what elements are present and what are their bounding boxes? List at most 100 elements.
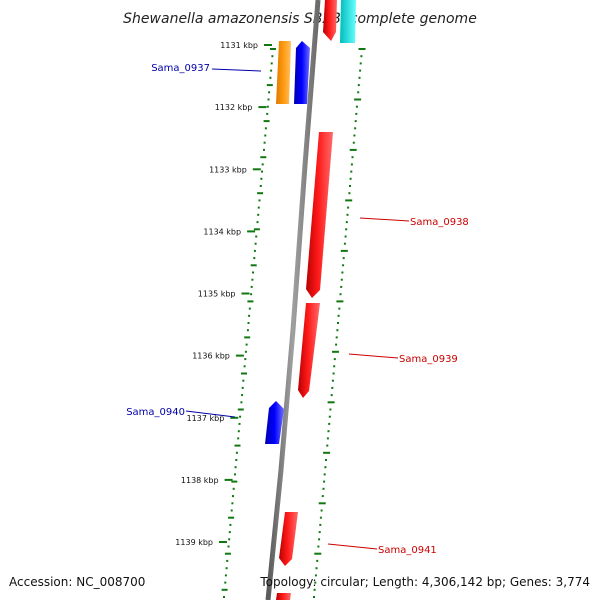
gc-dot xyxy=(355,105,358,108)
gc-dot xyxy=(339,293,342,296)
gc-dot xyxy=(253,228,260,231)
tick-mark xyxy=(235,354,244,357)
gc-dot xyxy=(239,415,242,418)
gc-dot xyxy=(266,105,269,108)
gene-label-sama-0939[interactable]: Sama_0939 xyxy=(399,354,458,365)
gc-dot xyxy=(250,264,257,267)
gc-dot xyxy=(225,567,228,570)
leader-sama-0941 xyxy=(327,543,378,550)
gc-dot xyxy=(244,350,247,353)
tick-mark xyxy=(264,44,272,46)
gc-dot xyxy=(350,170,353,173)
gc-dot xyxy=(348,192,351,195)
gc-dot xyxy=(345,228,348,231)
tick-label: 1136 kbp xyxy=(192,352,230,361)
gc-dot xyxy=(240,401,243,404)
gc-dot xyxy=(237,430,240,433)
cds-reverse-sama-0937 xyxy=(294,41,310,104)
gc-content-track-right xyxy=(313,48,366,598)
gc-dot xyxy=(247,322,250,324)
gc-dot xyxy=(323,480,326,483)
gene-label-sama-0940[interactable]: Sama_0940 xyxy=(126,407,185,418)
gc-dot xyxy=(345,199,353,202)
gc-dot xyxy=(315,567,318,570)
gc-dot xyxy=(332,372,335,375)
gc-dot xyxy=(329,408,332,411)
cds-forward-sama-0939 xyxy=(298,303,320,398)
cds-forward-bottom xyxy=(276,593,291,600)
gc-dot xyxy=(270,69,273,72)
gc-dot xyxy=(332,350,339,353)
leader-sama-0938 xyxy=(359,217,410,222)
gc-dot xyxy=(354,98,362,101)
gc-dot xyxy=(336,329,339,332)
tick-label: 1134 kbp xyxy=(203,227,241,236)
gc-dot xyxy=(263,141,266,144)
gc-dot xyxy=(232,495,234,498)
gc-dot xyxy=(237,408,244,411)
gc-dot xyxy=(231,480,238,483)
gc-dot xyxy=(254,242,257,245)
gc-dot xyxy=(349,177,352,180)
gc-dot xyxy=(345,221,348,224)
gc-dot xyxy=(340,285,343,288)
gc-dot xyxy=(337,322,339,324)
gc-dot xyxy=(223,596,225,598)
gc-dot xyxy=(318,502,326,505)
gc-dot xyxy=(270,48,276,50)
gc-dot xyxy=(331,386,334,389)
genome-backbone xyxy=(265,0,321,600)
tick-label: 1138 kbp xyxy=(181,476,219,485)
tick-mark xyxy=(241,292,250,295)
gc-dot xyxy=(314,552,322,555)
gc-dot xyxy=(354,120,357,123)
gc-dot xyxy=(357,84,360,87)
gene-label-sama-0941[interactable]: Sama_0941 xyxy=(378,545,437,556)
gc-dot xyxy=(350,163,353,166)
gene-label-sama-0937[interactable]: Sama_0937 xyxy=(151,63,210,74)
gc-dot xyxy=(248,307,251,310)
gc-dot xyxy=(320,509,323,512)
gc-dot xyxy=(313,588,316,591)
gc-dot xyxy=(341,271,344,274)
gc-dot xyxy=(248,314,251,317)
gc-dot xyxy=(229,523,232,526)
gc-dot xyxy=(253,249,256,252)
tick-mark xyxy=(247,230,256,233)
gc-dot xyxy=(352,141,355,144)
cds-forward-top xyxy=(323,0,337,41)
gc-dot xyxy=(224,552,231,555)
gc-dot xyxy=(347,206,350,209)
other-feature-orange xyxy=(276,41,291,104)
gc-dot xyxy=(319,523,322,526)
accession-text: Accession: NC_008700 xyxy=(9,575,145,589)
gc-dot xyxy=(336,300,344,303)
gc-dot xyxy=(257,213,260,216)
leader-sama-0940 xyxy=(185,410,236,418)
gc-dot xyxy=(257,206,260,209)
gc-dot xyxy=(335,343,338,346)
gene-label-sama-0938[interactable]: Sama_0938 xyxy=(410,217,469,228)
gc-dot xyxy=(324,466,327,469)
gc-dot xyxy=(261,170,263,173)
gc-dot xyxy=(340,249,348,252)
tick-label: 1131 kbp xyxy=(220,41,258,50)
gc-dot xyxy=(330,394,333,397)
gc-skew-track-left xyxy=(221,48,276,598)
gc-dot xyxy=(234,466,237,469)
gc-dot xyxy=(346,213,349,216)
tick-mark xyxy=(230,416,239,419)
gc-dot xyxy=(230,509,233,512)
gc-dot xyxy=(247,300,254,303)
gc-dot xyxy=(246,329,249,332)
tick-label: 1133 kbp xyxy=(209,165,247,174)
gc-dot xyxy=(224,574,227,577)
gc-dot xyxy=(270,62,273,65)
gc-dot xyxy=(359,62,362,65)
gc-dot xyxy=(318,538,321,541)
gc-dot xyxy=(318,531,321,534)
gc-dot xyxy=(344,235,347,238)
gc-dot xyxy=(251,278,254,281)
gc-dot xyxy=(353,134,356,137)
